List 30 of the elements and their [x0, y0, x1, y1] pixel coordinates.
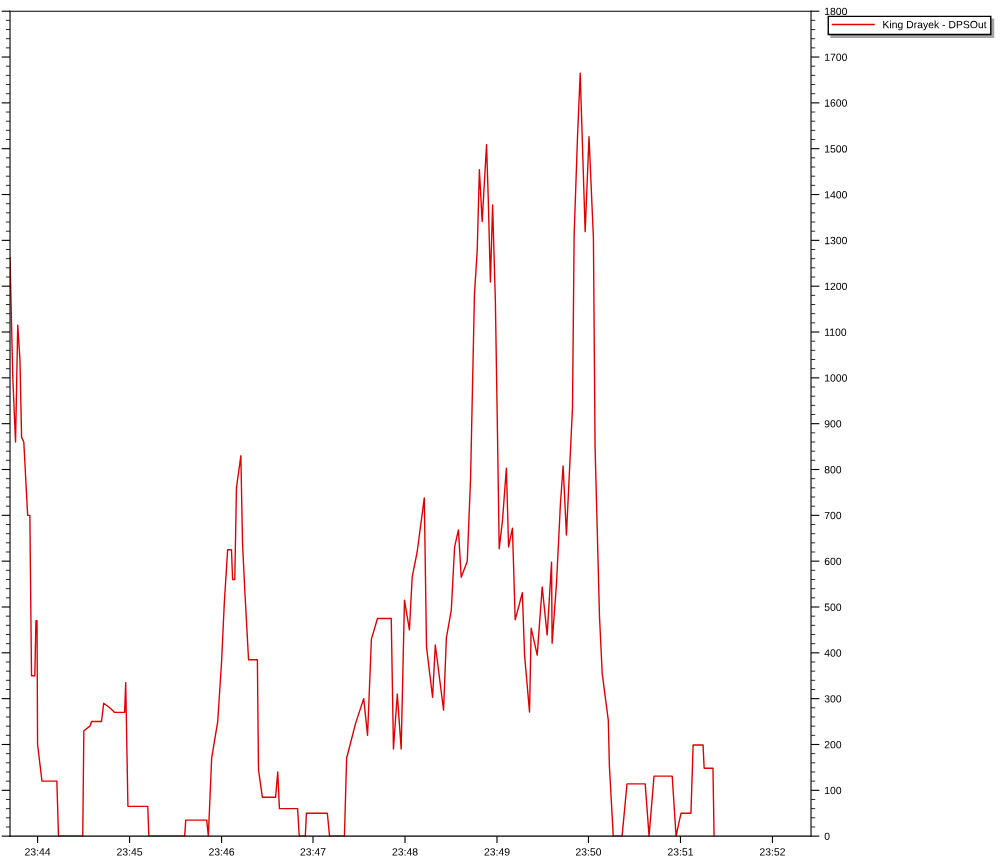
legend-label: King Drayek - DPSOut	[883, 20, 987, 31]
x-tick-label: 23:50	[575, 848, 602, 856]
y-tick-label: 1000	[825, 374, 847, 382]
y-tick-label: 0	[824, 832, 830, 841]
x-tick-label: 23:44	[25, 848, 51, 856]
x-tick-label: 23:49	[484, 848, 510, 856]
y-tick-label: 1100	[825, 328, 847, 336]
y-tick-label: 500	[824, 603, 842, 611]
y-tick-label: 1600	[825, 99, 847, 107]
x-tick-label: 23:47	[300, 848, 326, 856]
y-tick-label: 1800	[825, 7, 847, 16]
x-tick-label: 23:51	[667, 848, 693, 856]
y-tick-label: 400	[824, 649, 842, 657]
y-tick-label: 200	[824, 740, 842, 749]
x-tick-label: 23:46	[209, 848, 235, 856]
y-tick-label: 100	[825, 786, 842, 795]
y-tick-label: 300	[824, 695, 842, 703]
y-tick-label: 1700	[825, 53, 847, 61]
x-tick-label: 23:52	[759, 848, 785, 856]
line-series	[10, 72, 715, 837]
y-tick-label: 800	[824, 466, 842, 474]
y-tick-label: 1400	[825, 191, 847, 199]
x-tick-label: 23:48	[392, 848, 418, 856]
y-tick-label: 1200	[825, 282, 847, 291]
y-tick-label: 600	[824, 557, 842, 566]
y-tick-label: 900	[824, 420, 842, 428]
y-tick-label: 1300	[825, 236, 847, 245]
x-tick-label: 23:45	[117, 848, 143, 856]
y-tick-label: 1500	[825, 145, 847, 153]
y-tick-label: 700	[824, 511, 842, 520]
